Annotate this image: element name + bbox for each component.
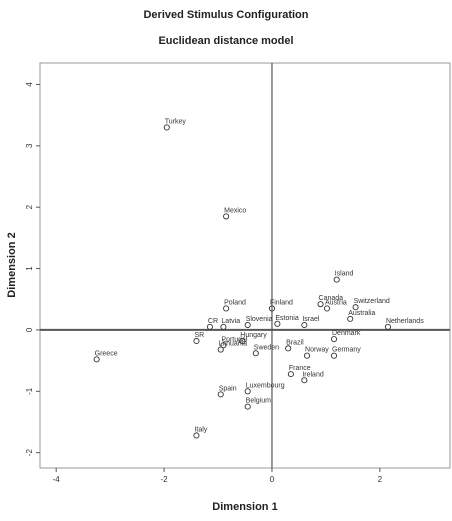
point-label: Poland	[224, 299, 246, 306]
data-point	[384, 323, 392, 330]
data-point	[352, 304, 359, 311]
point-label: Mexico	[224, 207, 246, 214]
point-label: Austria	[325, 299, 347, 306]
y-tick-label: 0	[25, 327, 34, 332]
data-point	[220, 323, 227, 330]
point-label: Island	[335, 271, 354, 278]
data-point	[206, 323, 213, 330]
point-label: Lithuania	[219, 341, 248, 348]
data-point	[301, 377, 308, 384]
x-axis-ticks: -4 -2 0 2	[53, 468, 383, 484]
chart-subtitle: Euclidean distance model	[158, 35, 293, 47]
point-label: Slovenia	[246, 316, 273, 323]
data-point	[239, 337, 246, 345]
data-point	[220, 342, 227, 349]
y-tick-label: 3	[25, 143, 34, 148]
point-label: Switzerland	[354, 298, 390, 305]
y-tick-label: -1	[25, 387, 34, 395]
data-point	[317, 301, 324, 308]
data-point	[193, 432, 200, 439]
point-label: Portugal	[221, 336, 248, 343]
y-axis-ticks: -2 -1 0 1 2 3 4	[25, 82, 40, 457]
point-label: Ireland	[302, 371, 324, 378]
data-point	[303, 352, 311, 359]
y-tick-label: 4	[25, 82, 34, 87]
x-tick-label: 0	[270, 475, 275, 484]
point-label: Norway	[305, 347, 329, 354]
chart-title: Derived Stimulus Configuration	[143, 9, 308, 21]
data-point	[333, 276, 340, 283]
data-point	[193, 337, 200, 345]
data-point	[223, 305, 230, 312]
y-axis-label: Dimension 2	[6, 232, 18, 297]
point-label: Spain	[219, 385, 237, 392]
point-label: Denmark	[332, 330, 361, 337]
data-point	[285, 345, 292, 352]
data-point	[330, 352, 338, 359]
data-point	[287, 371, 294, 378]
point-label: Brazil	[286, 339, 304, 346]
point-label: France	[289, 365, 311, 372]
data-point	[244, 321, 251, 329]
plot-frame	[39, 62, 451, 469]
x-tick-label: 2	[378, 475, 383, 484]
x-tick-label: -4	[53, 475, 61, 484]
point-label: Estonia	[275, 315, 298, 322]
x-tick-label: -2	[161, 475, 169, 484]
data-point	[93, 356, 100, 363]
point-label: Belgium	[246, 398, 271, 405]
data-point	[244, 403, 251, 410]
data-point	[274, 320, 281, 327]
data-point	[323, 305, 331, 312]
data-point	[244, 388, 251, 395]
point-label: Netherlands	[386, 318, 424, 325]
data-point	[252, 350, 259, 357]
y-tick-label: 2	[25, 204, 34, 209]
data-point	[330, 336, 338, 343]
y-tick-label: 1	[25, 266, 34, 271]
data-point	[217, 346, 224, 353]
x-axis-label: Dimension 1	[212, 501, 277, 513]
data-point	[268, 305, 276, 312]
point-label: Italy	[194, 426, 207, 433]
point-label: Latvia	[221, 318, 240, 325]
point-label: Turkey	[165, 118, 187, 125]
point-label: SR	[194, 332, 204, 339]
y-tick-label: -2	[25, 449, 34, 457]
data-point	[163, 124, 170, 131]
point-label: Australia	[348, 310, 375, 317]
point-label: Germany	[332, 347, 361, 354]
point-label: Finland	[270, 299, 293, 306]
point-label: Luxembourg	[246, 382, 285, 389]
data-point	[217, 391, 224, 398]
point-label: Greece	[95, 350, 118, 357]
point-label: Sweden	[254, 344, 279, 351]
data-point	[301, 321, 308, 329]
point-label: Israel	[302, 316, 320, 323]
point-label: Hungary	[240, 332, 267, 339]
data-point	[347, 315, 354, 322]
point-label: Canada	[319, 295, 344, 302]
data-point	[223, 213, 230, 220]
point-label: CR	[208, 318, 218, 325]
